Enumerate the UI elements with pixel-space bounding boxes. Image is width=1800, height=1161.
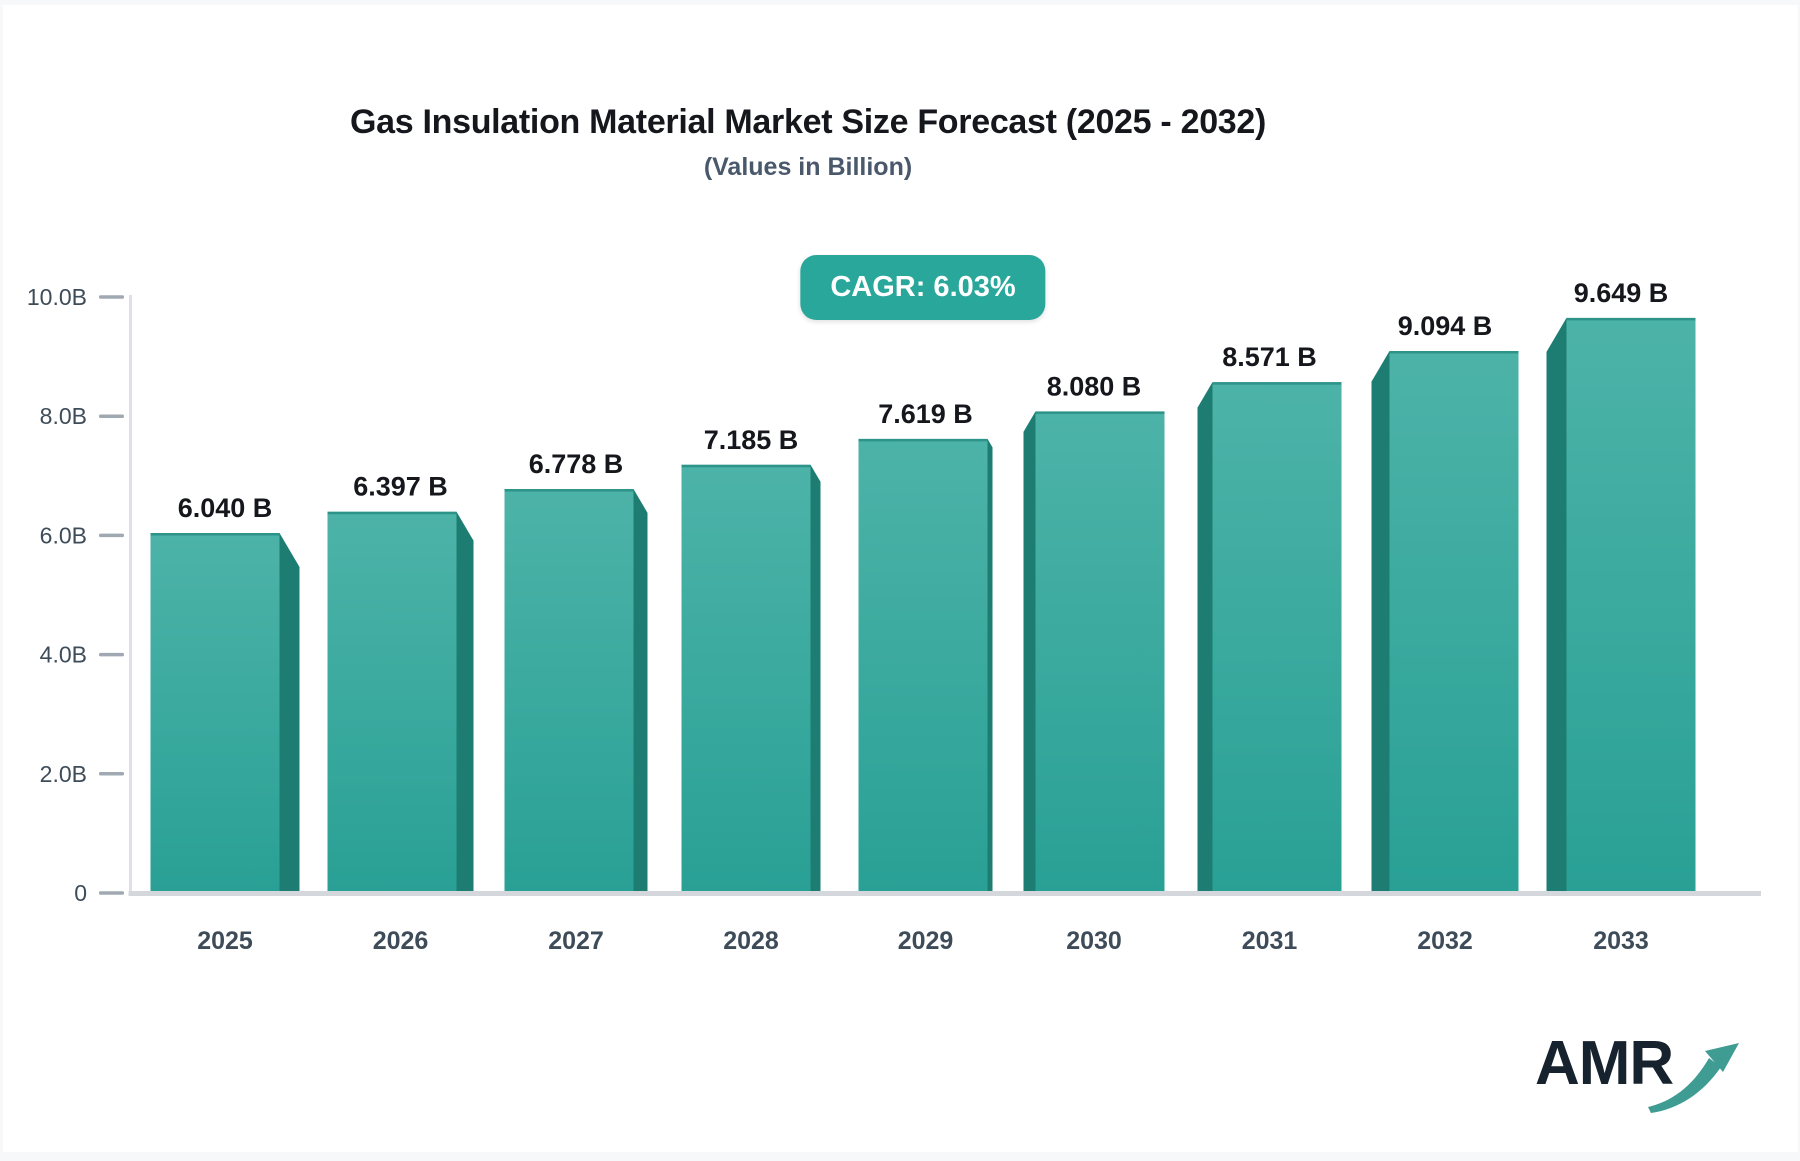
- bar-value-label: 6.778 B: [529, 449, 624, 479]
- x-axis-baseline: [128, 891, 1761, 896]
- bar-value-label: 7.185 B: [704, 425, 799, 455]
- y-tick-label: 4.0B: [40, 642, 87, 668]
- market-size-bar-chart: 0 2.0B 4.0B 6.0B 8.0B 10.0B 6.040 B 2025 6.397 B…: [27, 278, 1761, 955]
- bar-top-edge: [150, 533, 280, 536]
- bar-front-face: [1212, 382, 1342, 893]
- chart-subtitle: (Values in Billion): [703, 153, 913, 181]
- bar-2032: 9.094 B 2032: [1371, 311, 1519, 955]
- x-tick-label: 2029: [898, 927, 954, 955]
- bar-side-face: [810, 464, 821, 893]
- bar-2030: 8.080 B 2030: [1023, 371, 1165, 955]
- bar-front-face: [858, 438, 988, 893]
- bar-2027: 6.778 B 2027: [504, 449, 648, 955]
- y-tick-label: 6.0B: [40, 522, 87, 548]
- bar-top-edge: [1389, 350, 1519, 354]
- bar-top-edge: [1566, 317, 1696, 321]
- bar-side-face: [633, 489, 648, 893]
- bar-value-label: 6.040 B: [178, 493, 273, 523]
- bar-top-edge: [858, 438, 988, 442]
- bar-side-face: [1371, 350, 1390, 894]
- y-tick-mark: [99, 772, 124, 776]
- bar-side-face: [987, 438, 993, 893]
- bar-2025: 6.040 B 2025: [150, 493, 300, 955]
- bar-top-edge: [327, 511, 457, 515]
- y-tick-label: 0: [74, 880, 87, 906]
- x-tick-label: 2026: [373, 927, 429, 955]
- bar-front-face: [504, 489, 634, 893]
- bar-2033: 9.649 B 2033: [1546, 278, 1696, 955]
- bar-side-face: [456, 511, 474, 893]
- chart-card: Gas Insulation Material Market Size Fore…: [3, 5, 1798, 1152]
- bar-front-face: [327, 511, 457, 893]
- amr-logo-text: AMR: [1535, 1029, 1674, 1098]
- y-tick-mark: [99, 533, 124, 538]
- bar-side-face: [1197, 382, 1213, 893]
- x-tick-label: 2027: [548, 927, 604, 955]
- bar-side-face: [1023, 411, 1036, 893]
- bar-top-edge: [681, 464, 811, 468]
- y-tick-label: 8.0B: [40, 403, 87, 429]
- chart-title: Gas Insulation Material Market Size Fore…: [349, 103, 1267, 141]
- amr-logo: AMR: [1535, 1033, 1765, 1123]
- cagr-badge: CAGR: 6.03%: [800, 255, 1046, 320]
- x-tick-label: 2033: [1593, 927, 1649, 955]
- bar-front-face: [1566, 317, 1696, 894]
- bar-front-face: [1389, 350, 1519, 894]
- bar-value-label: 9.094 B: [1398, 311, 1493, 341]
- y-axis-line: [129, 295, 132, 895]
- bar-top-edge: [1035, 411, 1165, 414]
- y-tick-label: 2.0B: [40, 761, 87, 787]
- x-tick-label: 2028: [723, 927, 779, 955]
- x-tick-label: 2031: [1242, 927, 1298, 955]
- y-tick-mark: [99, 652, 124, 657]
- bar-side-face: [1546, 317, 1567, 894]
- y-tick-mark: [99, 414, 124, 418]
- bar-value-label: 6.397 B: [353, 472, 448, 502]
- bar-side-face: [279, 533, 300, 893]
- bar-value-label: 7.619 B: [878, 399, 973, 429]
- x-tick-label: 2032: [1417, 927, 1473, 955]
- bar-2031: 8.571 B 2031: [1197, 342, 1342, 955]
- bar-top-edge: [1212, 382, 1342, 385]
- bar-front-face: [1035, 411, 1165, 893]
- y-tick-label: 10.0B: [27, 284, 87, 310]
- bar-2029: 7.619 B 2029: [858, 399, 993, 955]
- bar-2028: 7.185 B 2028: [681, 425, 821, 955]
- bar-value-label: 9.649 B: [1574, 278, 1669, 308]
- y-tick-mark: [99, 891, 124, 895]
- bar-front-face: [150, 533, 280, 893]
- growth-arrow-icon: [1648, 1043, 1739, 1113]
- bar-top-edge: [504, 489, 634, 492]
- bar-2026: 6.397 B 2026: [327, 472, 474, 955]
- x-tick-label: 2030: [1066, 927, 1122, 955]
- bar-value-label: 8.080 B: [1047, 371, 1142, 401]
- x-tick-label: 2025: [197, 927, 253, 955]
- bar-value-label: 8.571 B: [1222, 342, 1317, 372]
- y-tick-mark: [99, 295, 124, 299]
- bar-front-face: [681, 464, 811, 893]
